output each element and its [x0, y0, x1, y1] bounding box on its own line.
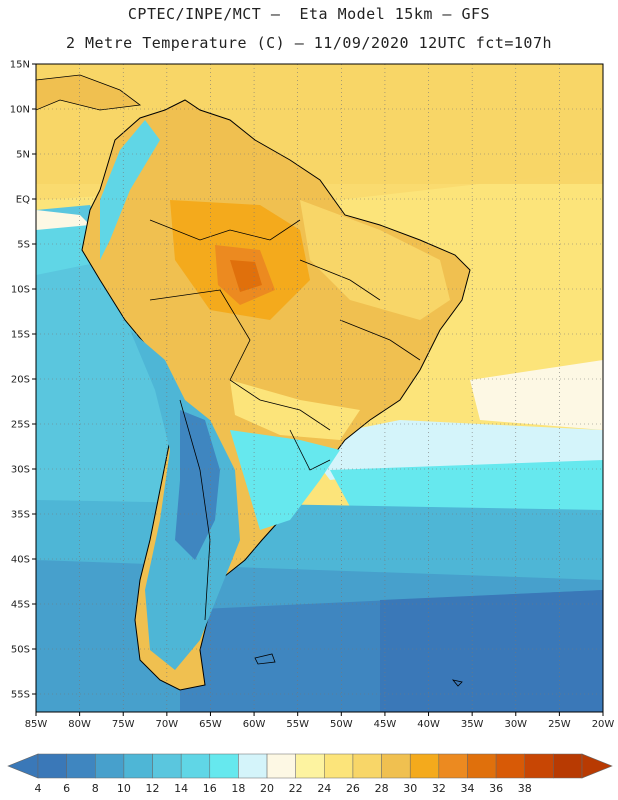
colorbar-label: 16 [203, 782, 217, 795]
lat-label: 50S [11, 645, 30, 656]
lon-label: 50W [330, 719, 353, 730]
colorbar-swatch [152, 753, 182, 779]
colorbar-swatch [180, 753, 211, 779]
lon-label: 25W [548, 719, 571, 730]
lat-label: 15N [10, 60, 30, 71]
andes-north-cool [100, 120, 160, 260]
chart-subtitle: 2 Metre Temperature (C) – 11/09/2020 12U… [65, 34, 553, 52]
colorbar-swatch [553, 753, 583, 779]
colorbar-swatch [524, 753, 554, 779]
lon-label: 75W [112, 719, 135, 730]
colorbar-label: 8 [92, 782, 99, 795]
northeast-warm [300, 200, 450, 320]
colorbar-label: 36 [489, 782, 503, 795]
colorbar-label: 22 [289, 782, 303, 795]
colorbar-label: 34 [460, 782, 474, 795]
colorbar-label: 6 [63, 782, 70, 795]
band-4 [380, 590, 603, 712]
colorbar-label: 14 [174, 782, 188, 795]
lon-label: 80W [68, 719, 91, 730]
lat-label: 10N [10, 105, 30, 116]
colorbar-swatch [352, 753, 382, 779]
colorbar-label: 20 [260, 782, 274, 795]
colorbar-label: 12 [146, 782, 160, 795]
colorbar-swatch [238, 753, 268, 779]
colorbar-swatch [295, 753, 325, 779]
lon-label: 60W [243, 719, 266, 730]
central-america [36, 74, 142, 111]
lat-label: 40S [11, 555, 30, 566]
lat-label: EQ [16, 195, 30, 206]
colorbar-swatch [123, 753, 153, 779]
colorbar-swatch [467, 753, 497, 779]
gridlines [35, 63, 604, 712]
lon-label: 65W [199, 719, 222, 730]
lat-label: 20S [11, 375, 30, 386]
atlantic-pale [470, 360, 603, 430]
colorbar-swatch [409, 753, 440, 779]
south-georgia [451, 679, 463, 687]
falkland-islands [254, 653, 276, 665]
lat-label: 5N [16, 150, 30, 161]
lat-label: 45S [11, 600, 30, 611]
colorbar-label: 38 [518, 782, 532, 795]
lon-label: 30W [504, 719, 527, 730]
lat-label: 30S [11, 465, 30, 476]
lat-label: 5S [17, 240, 30, 251]
lat-label: 15S [11, 330, 30, 341]
colorbar-label: 26 [346, 782, 360, 795]
colorbar-swatch [209, 753, 239, 779]
country-borders [149, 219, 421, 621]
colorbar-label: 18 [231, 782, 245, 795]
colorbar-swatch [37, 753, 67, 779]
lon-label: 85W [25, 719, 48, 730]
south-brazil-band [230, 380, 360, 440]
lon-label: 55W [286, 719, 309, 730]
lon-label: 70W [156, 719, 179, 730]
colorbar-swatch [495, 753, 525, 779]
colorbar: 4 6 8 10 12 14 16 18 20 22 24 26 28 30 32 34 36 38 [7, 753, 613, 795]
colorbar-swatch [66, 753, 96, 779]
colorbar-low-arrow [7, 753, 39, 779]
lon-label: 20W [592, 719, 615, 730]
colorbar-label: 4 [35, 782, 42, 795]
chart-title: CPTEC/INPE/MCT – Eta Model 15km – GFS [127, 5, 491, 23]
colorbar-swatch [324, 753, 354, 779]
colorbar-label: 32 [432, 782, 446, 795]
lon-label: 40W [417, 719, 440, 730]
colorbar-swatch [381, 753, 411, 779]
southern-cone-band [230, 430, 340, 530]
lon-label: 45W [374, 719, 397, 730]
colorbar-label: 24 [317, 782, 331, 795]
lat-label: 10S [11, 285, 30, 296]
colorbar-swatch [95, 753, 125, 779]
map-frame [35, 63, 604, 713]
colorbar-label: 28 [375, 782, 389, 795]
latitude-labels: 15N 10N 5N EQ 5S 10S 15S 20S 25S 30S 35S 40S 45S 50S 5… [10, 60, 36, 701]
colorbar-swatch [438, 753, 468, 779]
colorbar-label: 10 [117, 782, 131, 795]
colorbar-swatch [266, 753, 296, 779]
lat-label: 35S [11, 510, 30, 521]
colorbar-label: 30 [403, 782, 417, 795]
lon-label: 35W [461, 719, 484, 730]
lat-label: 55S [11, 690, 30, 701]
temperature-map: 15N 10N 5N EQ 5S 10S 15S 20S 25S 30S 35S 40S 45S 50S 5… [10, 60, 615, 731]
colorbar-high-arrow [581, 753, 613, 779]
lat-label: 25S [11, 420, 30, 431]
andes-cold-core [175, 410, 220, 560]
longitude-labels: 85W 80W 75W 70W 65W 60W 55W 50W 45W 40W 35W 30W 25W 2… [25, 712, 615, 730]
